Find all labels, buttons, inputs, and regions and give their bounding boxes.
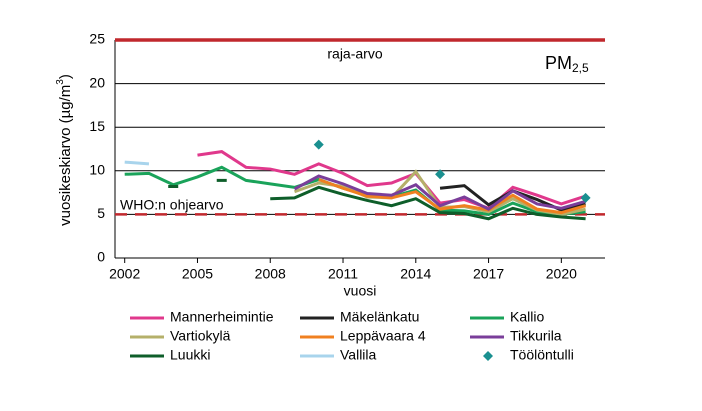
legend-label: Tikkurila	[510, 328, 562, 344]
y-tick-label: 15	[89, 118, 105, 134]
scatter-point	[580, 192, 591, 203]
legend-marker	[483, 351, 493, 361]
series-line	[318, 178, 587, 215]
series-line	[124, 160, 150, 166]
legend-label: Mannerheimintie	[170, 309, 274, 325]
scatter-point	[313, 139, 324, 150]
series-line	[293, 174, 587, 211]
scatter-point	[435, 169, 446, 180]
series-line	[197, 150, 587, 211]
legend-label: Vartiokylä	[170, 328, 231, 344]
y-label-sup: 3	[55, 79, 66, 85]
legend-label: Luukki	[170, 347, 210, 363]
panel-label-sub: 2,5	[572, 61, 589, 75]
reference-label: raja-arvo	[327, 46, 382, 62]
x-axis-label: vuosi	[344, 283, 377, 299]
x-tick-label: 2002	[109, 266, 140, 282]
y-axis-label: vuosikeskiarvo (µg/m3)	[55, 74, 74, 226]
series-line	[270, 185, 586, 221]
y-tick-label: 10	[89, 162, 105, 178]
y-tick-label: 25	[89, 31, 105, 47]
reference-label: WHO:n ohjearvo	[120, 197, 224, 213]
legend-label: Mäkelänkatu	[340, 309, 419, 325]
y-tick-label: 0	[97, 249, 105, 265]
panel-label-main: PM	[545, 53, 572, 73]
x-tick-label: 2017	[473, 266, 504, 282]
x-tick-label: 2014	[400, 266, 431, 282]
y-label-main: vuosikeskiarvo (µg/m	[57, 85, 74, 226]
x-tick-label: 2011	[328, 266, 358, 282]
panel-label: PM2,5	[545, 53, 589, 75]
x-tick-label: 2020	[546, 266, 577, 282]
x-tick-label: 2005	[182, 266, 213, 282]
x-tick-label: 2008	[255, 266, 286, 282]
y-label-end: )	[57, 74, 74, 79]
y-tick-label: 5	[97, 205, 105, 221]
legend-label: Kallio	[510, 309, 544, 325]
legend-label: Töölöntulli	[510, 347, 574, 363]
legend-label: Vallila	[340, 347, 377, 363]
y-tick-label: 20	[89, 74, 105, 90]
legend-label: Leppävaara 4	[340, 328, 426, 344]
